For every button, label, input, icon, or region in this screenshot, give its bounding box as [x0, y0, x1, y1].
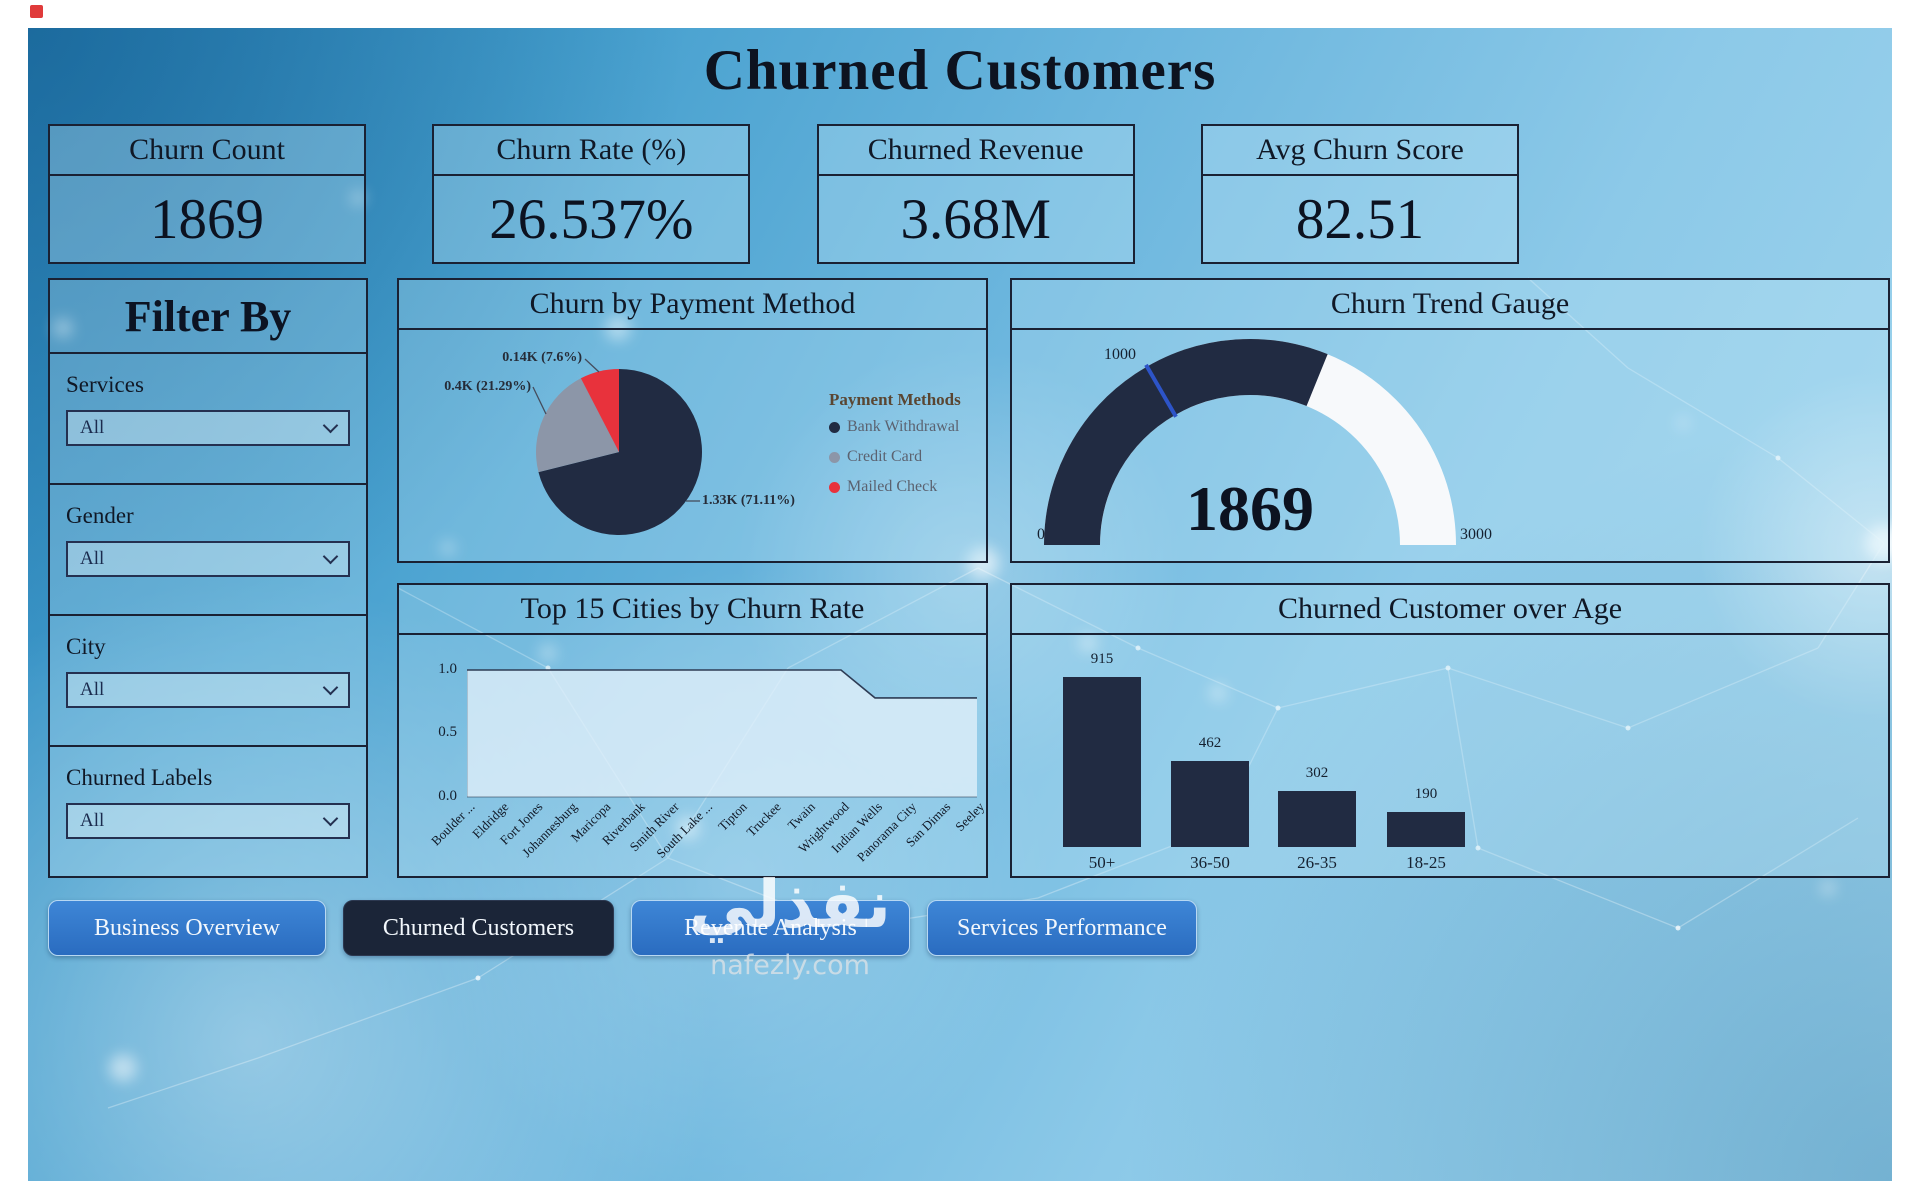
x-axis-label-seeley: Seeley: [952, 799, 988, 835]
kpi-value: 1869: [150, 187, 264, 251]
filter-group-services: Services All: [50, 354, 366, 483]
legend-color-dot: [829, 481, 840, 493]
pie-slice-bank-withdrawal[interactable]: [538, 369, 703, 535]
churn-by-age-chart-title: Churned Customer over Age: [1012, 585, 1888, 635]
legend-title: Payment Methods: [829, 390, 961, 409]
pie-callout-mailed-check: 0.14K (7.6%): [502, 350, 582, 365]
y-tick-label: 0.0: [438, 788, 457, 804]
pie-slice-mailed-check[interactable]: [580, 369, 619, 452]
nav-tab-churned-customers[interactable]: Churned Customers: [343, 900, 614, 956]
pie-callout-credit-card: 0.4K (21.29%): [444, 379, 531, 394]
dashboard-canvas: Churned Customers Churn Count 1869 Churn R…: [28, 28, 1892, 1181]
churn-trend-gauge-title: Churn Trend Gauge: [1012, 280, 1888, 330]
filter-dropdown-services[interactable]: All: [66, 410, 350, 446]
legend-label: Credit Card: [847, 448, 923, 465]
bar-36-50[interactable]: [1171, 761, 1249, 847]
bar-18-25[interactable]: [1387, 812, 1465, 847]
legend-item-bank-withdrawal: Bank Withdrawal: [829, 418, 959, 436]
nav-tab-revenue-analysis[interactable]: Revenue Analysis: [631, 900, 910, 956]
filter-group-gender: Gender All: [50, 483, 366, 614]
filter-group-churned-labels: Churned Labels All: [50, 745, 366, 876]
top-cities-chart-panel: Top 15 Cities by Churn Rate 1.0 0.5 0.0 …: [397, 583, 988, 878]
kpi-row: Churn Count 1869 Churn Rate (%) 26.537% Chur…: [48, 124, 1519, 264]
gauge-max-label: 3000: [1460, 526, 1492, 543]
kpi-card-churn-count: Churn Count 1869: [48, 124, 366, 264]
top-cities-chart-title: Top 15 Cities by Churn Rate: [399, 585, 986, 635]
legend-label: Bank Withdrawal: [847, 418, 960, 435]
x-axis-label-truckee: Truckee: [743, 799, 784, 840]
payment-method-chart-title: Churn by Payment Method: [399, 280, 986, 330]
bar-50[interactable]: [1063, 677, 1141, 847]
bar-category-label: 18-25: [1406, 853, 1446, 872]
bar-value-label: 915: [1090, 651, 1114, 667]
kpi-title: Avg Churn Score: [1202, 126, 1517, 176]
churn-by-age-chart-panel: Churned Customer over Age 915 50+ 462 36-50…: [1010, 583, 1890, 878]
filter-label: Services: [66, 372, 144, 397]
gauge-value-arc: [1044, 339, 1328, 546]
dropdown-selected-value: All: [80, 548, 105, 569]
x-axis-label-boulder: Boulder ...: [428, 799, 478, 849]
filter-label: Churned Labels: [66, 765, 213, 790]
kpi-title: Churn Count: [50, 126, 364, 176]
dropdown-selected-value: All: [80, 810, 105, 831]
page-title: Churned Customers: [703, 39, 1217, 102]
corner-marker: [30, 5, 43, 18]
gauge-target-tick: [1144, 363, 1178, 418]
filter-label: City: [66, 634, 106, 659]
legend-label: Mailed Check: [847, 478, 938, 495]
filter-dropdown-churned-labels[interactable]: All: [66, 803, 350, 839]
legend-color-dot: [829, 451, 840, 463]
bar-value-label: 190: [1414, 786, 1438, 802]
filter-dropdown-gender[interactable]: All: [66, 541, 350, 577]
kpi-value: 26.537%: [489, 187, 694, 251]
gauge-value: 1869: [1186, 473, 1314, 544]
bar-26-35[interactable]: [1278, 791, 1356, 847]
kpi-title: Churn Rate (%): [434, 126, 749, 176]
x-axis-labels: Boulder ... Eldridge Fort Jones Johannesbur…: [428, 799, 986, 876]
area-fill: [467, 670, 977, 797]
legend-color-dot: [829, 421, 840, 433]
chevron-down-icon: [322, 548, 339, 565]
page-navigation: Business Overview Churned Customers Revenu…: [48, 900, 1197, 956]
dropdown-selected-value: All: [80, 679, 105, 700]
kpi-card-churned-revenue: Churned Revenue 3.68M: [816, 124, 1135, 264]
y-tick-label: 0.5: [438, 724, 457, 740]
area-line: [467, 669, 977, 699]
kpi-card-avg-churn-score: Avg Churn Score 82.51: [1200, 124, 1519, 264]
kpi-value: 3.68M: [900, 187, 1051, 251]
payment-method-chart-panel: Churn by Payment Method 0.14K (7.6%) 0.4…: [397, 278, 988, 563]
nav-tab-business-overview[interactable]: Business Overview: [48, 900, 326, 956]
y-tick-label: 1.0: [438, 661, 457, 677]
filter-label: Gender: [66, 503, 134, 528]
pie-slice-credit-card[interactable]: [536, 378, 619, 473]
pie-callout-bank-withdrawal: 1.33K (71.11%): [702, 493, 795, 508]
chevron-down-icon: [322, 417, 339, 434]
chevron-down-icon: [322, 679, 339, 696]
nav-tab-services-performance[interactable]: Services Performance: [927, 900, 1197, 956]
churn-trend-gauge-panel: Churn Trend Gauge 1869 0 3000 1000: [1010, 278, 1890, 563]
filter-dropdown-city[interactable]: All: [66, 672, 350, 708]
kpi-value: 82.51: [1295, 187, 1425, 251]
kpi-card-churn-rate: Churn Rate (%) 26.537%: [432, 124, 751, 264]
gauge-target-label: 1000: [1104, 346, 1136, 363]
churn-rate-area-chart: [467, 669, 977, 798]
bar-value-label: 462: [1198, 735, 1222, 751]
churn-trend-gauge-chart: [1044, 339, 1456, 546]
legend-item-mailed-check: Mailed Check: [829, 478, 937, 496]
filter-panel: Filter By Services All Gender All City All Chu…: [48, 278, 368, 878]
filter-sections: Services All Gender All City All Churned Label…: [50, 354, 366, 876]
chevron-down-icon: [322, 810, 339, 827]
filter-panel-title: Filter By: [50, 280, 366, 354]
kpi-title: Churned Revenue: [818, 126, 1133, 176]
payment-method-pie-chart: [536, 369, 703, 535]
bar-category-label: 50+: [1088, 853, 1116, 872]
gauge-min-label: 0: [1037, 526, 1045, 543]
bar-value-label: 302: [1305, 765, 1329, 781]
bar-category-label: 26-35: [1297, 853, 1337, 872]
legend-item-credit-card: Credit Card: [829, 448, 922, 466]
dropdown-selected-value: All: [80, 417, 105, 438]
filter-group-city: City All: [50, 614, 366, 745]
bar-category-label: 36-50: [1190, 853, 1230, 872]
